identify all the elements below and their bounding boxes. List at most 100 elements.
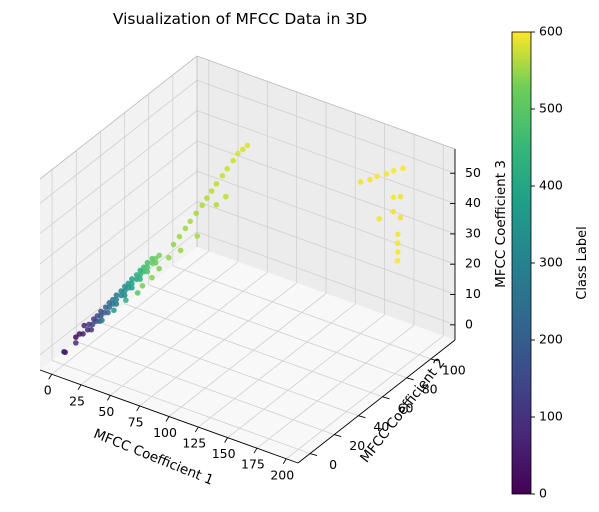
x-tick (165, 416, 170, 422)
x-grid-floor (110, 272, 268, 396)
colorbar-tick-label: 0 (539, 486, 547, 501)
x-tick-label: 150 (212, 446, 236, 461)
data-point (99, 317, 105, 324)
y-grid-floor (172, 265, 431, 360)
data-point (170, 241, 177, 248)
z-grid-back (196, 231, 456, 326)
x-tick-label: 25 (69, 393, 85, 408)
data-point (134, 290, 141, 296)
z-grid-back (196, 201, 456, 295)
y-grid-floor (51, 360, 311, 454)
colorbar-tick-label: 300 (539, 255, 563, 270)
z-grid-back (196, 140, 456, 235)
data-point (156, 265, 162, 272)
data-point (121, 292, 128, 299)
data-point (111, 307, 117, 314)
data-point (81, 322, 88, 329)
data-point (80, 331, 86, 337)
y-tick (382, 396, 390, 400)
y-tick-label: 20 (349, 438, 365, 453)
y-grid-floor (76, 341, 335, 435)
data-point (129, 276, 135, 282)
data-point (149, 274, 155, 281)
data-point (376, 215, 382, 222)
data-point (383, 171, 390, 177)
data-point (235, 150, 241, 157)
data-point (390, 194, 397, 201)
data-point (204, 195, 210, 201)
data-point (177, 247, 184, 254)
y-tick (358, 415, 366, 419)
x-grid-floor (256, 324, 415, 449)
data-points (61, 142, 406, 356)
axis-ticks: 0 25 50 75 100 125 150 175 200 0 20 40 60 80 100 0 10 20 3… (39, 149, 481, 482)
colorbar-ticks: 0 100 200 300 400 500 600 (531, 24, 563, 501)
pane-edge (196, 55, 456, 150)
data-point (367, 176, 373, 183)
y-tick-label: 80 (422, 381, 438, 396)
z-grid-back (196, 79, 456, 174)
data-point (230, 157, 236, 164)
data-point (156, 252, 163, 259)
data-point (244, 142, 251, 149)
z-grid-left (39, 201, 198, 325)
data-point (123, 297, 129, 304)
colorbar (511, 31, 532, 495)
y-tick (406, 377, 414, 381)
y-tick-label: 100 (442, 362, 466, 377)
data-point (357, 179, 364, 185)
x-tick (77, 384, 82, 391)
z-grid-left (39, 110, 198, 234)
x-tick-label: 50 (98, 404, 114, 419)
x-tick (194, 426, 199, 433)
colorbar-tick-label: 400 (539, 178, 563, 193)
data-point (194, 233, 201, 239)
data-point (395, 240, 401, 246)
y-tick-label: 60 (398, 400, 414, 415)
colorbar-tick-label: 200 (539, 332, 563, 347)
z-axis-label: MFCC Coefficient 3 (493, 160, 509, 288)
z-grid-left (39, 170, 198, 295)
z-tick-label: 30 (465, 225, 481, 240)
colorbar-tick-label: 500 (539, 101, 563, 116)
y-tick (430, 358, 438, 362)
colorbar-tick-label: 600 (539, 24, 563, 39)
data-point (239, 146, 246, 153)
data-point (144, 259, 151, 266)
x-tick-label: 100 (153, 425, 177, 440)
y-tick (309, 453, 318, 456)
axis-panes (40, 56, 455, 463)
data-point (176, 233, 183, 240)
data-point (199, 202, 205, 209)
y-grid-floor (124, 303, 383, 398)
data-point (390, 208, 397, 215)
x-tick-label: 175 (241, 457, 265, 472)
x-tick (136, 405, 141, 412)
x-grid-floor (227, 314, 385, 438)
data-point (394, 257, 401, 264)
data-point (113, 292, 120, 298)
data-point (182, 225, 189, 232)
z-grid-back (196, 170, 456, 265)
y-tick (334, 434, 342, 438)
data-point (193, 210, 199, 217)
z-grid-left (39, 140, 198, 265)
data-point (144, 268, 151, 275)
data-point (129, 280, 135, 287)
y-grid-floor (148, 284, 407, 379)
colorbar-tick-label: 100 (539, 409, 563, 424)
data-point (213, 181, 220, 187)
data-point (397, 193, 404, 200)
data-point (400, 165, 406, 172)
x-tick-label: 0 (44, 383, 52, 398)
x-tick (224, 437, 229, 443)
x-tick (282, 458, 287, 465)
data-point (165, 254, 172, 261)
data-point (397, 214, 404, 221)
z-grid-left (39, 79, 198, 204)
x-tick (48, 373, 53, 380)
data-point (98, 308, 104, 315)
chart-title: Visualization of MFCC Data in 3D (113, 10, 367, 28)
data-point (105, 309, 111, 316)
grid-lines (39, 55, 456, 460)
